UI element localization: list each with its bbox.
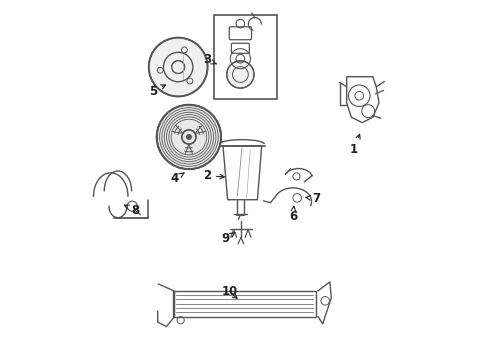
Text: 10: 10 — [221, 285, 237, 298]
Text: 8: 8 — [124, 204, 139, 217]
Bar — [172, 291, 316, 317]
Text: 9: 9 — [221, 232, 235, 245]
Text: 3: 3 — [203, 53, 216, 66]
Text: 4: 4 — [170, 172, 183, 185]
Circle shape — [171, 60, 184, 73]
Bar — [214, 15, 276, 99]
Circle shape — [148, 38, 207, 96]
Text: 6: 6 — [288, 206, 296, 223]
Text: 5: 5 — [149, 85, 165, 98]
Text: 1: 1 — [349, 134, 359, 156]
Circle shape — [156, 105, 221, 169]
Text: 2: 2 — [203, 169, 224, 182]
Text: 7: 7 — [305, 192, 320, 205]
Circle shape — [186, 134, 191, 140]
Circle shape — [182, 130, 196, 144]
Circle shape — [226, 61, 253, 88]
